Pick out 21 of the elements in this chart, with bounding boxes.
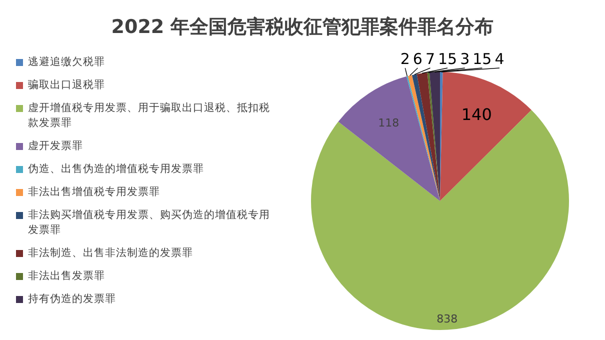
data-label: 118 <box>378 116 400 130</box>
data-label: 15 <box>438 50 458 68</box>
legend-label: 虚开发票罪 <box>28 139 83 154</box>
legend-label: 逃避追缴欠税罪 <box>28 55 105 70</box>
legend-label: 非法购买增值税专用发票、购买伪造的增值税专用发票罪 <box>28 208 271 238</box>
legend-label: 伪造、出售伪造的增值税专用发票罪 <box>28 162 204 177</box>
legend-label: 持有伪造的发票罪 <box>28 292 116 307</box>
data-label: 7 <box>425 50 436 68</box>
data-label: 2 <box>400 50 410 68</box>
legend-label: 非法制造、出售非法制造的发票罪 <box>28 246 193 261</box>
chart-title: 2022 年全国危害税收征管犯罪案件罪名分布 <box>110 15 495 40</box>
legend-label: 虚开增值税专用发票、用于骗取出口退税、抵扣税款发票罪 <box>28 101 271 131</box>
legend-label: 骗取出口退税罪 <box>28 78 105 93</box>
data-label: 15 <box>472 50 492 68</box>
data-label: 4 <box>494 50 504 68</box>
legend-label: 非法出售发票罪 <box>28 269 105 284</box>
data-label: 3 <box>460 50 470 68</box>
data-label: 140 <box>461 104 492 124</box>
data-label: 6 <box>412 50 422 68</box>
legend-label: 非法出售增值税专用发票罪 <box>28 185 160 200</box>
data-label: 838 <box>436 312 458 326</box>
